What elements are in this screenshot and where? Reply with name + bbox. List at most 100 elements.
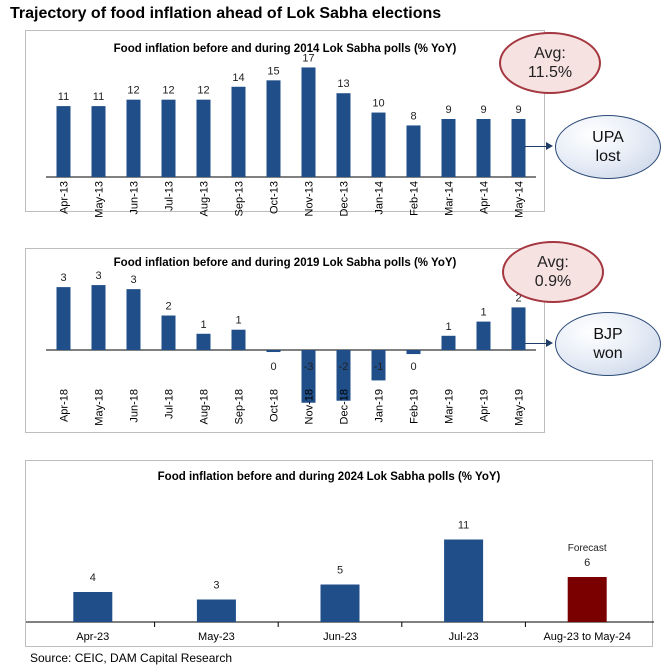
chart-title-2019: Food inflation before and during 2019 Lo… [113,257,457,269]
tick-label-Sep-13: Sep-13 [234,181,246,216]
bar-Oct-18 [266,350,281,353]
main-title: Trajectory of food inflation ahead of Lo… [10,5,442,22]
data-label-Apr-14: 9 [480,104,486,116]
bar-Mar-14 [441,119,456,177]
data-label-Aug-13: 12 [197,85,209,97]
tick-label-Dec-13: Dec-13 [339,181,351,216]
tick-label-Apr-14: Apr-14 [479,181,491,214]
bar-Sep-13 [231,86,246,177]
data-label-May-13: 11 [93,91,104,103]
tick-label-Jun-18: Jun-18 [129,389,141,423]
avg-value-2019: 0.9% [534,273,572,290]
chart-panel-2014: Food inflation before and during 2014 Lo… [25,30,545,218]
bar-Oct-13 [266,80,281,177]
data-label-Jun-23: 5 [337,565,343,577]
avg-label-2019: Avg: [537,253,569,271]
tick-label-Feb-19: Feb-19 [409,389,421,424]
tick-label-May-13: May-13 [94,181,106,218]
tick-label-Apr-18: Apr-18 [59,389,71,422]
data-label-Sep-13: 14 [232,72,244,84]
chart-title-2014: Food inflation before and during 2014 Lo… [113,43,457,55]
tick-label-Mar-14: Mar-14 [444,181,456,216]
bar-Jul-13 [161,99,176,177]
bar-May-18 [91,285,106,350]
bar-Jul-18 [161,315,176,350]
tick-label-Jan-19: Jan-19 [374,389,386,423]
chart-panel-2019: Food inflation before and during 2019 Lo… [25,248,545,433]
arrow-line-2014 [525,146,547,147]
tick-label-Apr-19: Apr-19 [479,389,491,422]
tick-label-Aug-18: Aug-18 [199,389,211,424]
tick-label-May-23: May-23 [198,631,235,643]
source-note: Source: CEIC, DAM Capital Research [30,651,233,665]
tick-label-Nov-13: Nov-13 [304,181,316,216]
bar-Feb-14 [406,125,421,177]
bar-Aug-13 [196,99,211,177]
data-label-May-14: 9 [515,104,521,116]
data-label-May-18: 3 [95,270,101,282]
bar-May-23 [196,599,236,622]
data-label-Dec-13: 13 [337,78,349,90]
bar-Jul-23 [444,539,484,622]
tick-label-Aug-23 to May-24: Aug-23 to May-24 [543,631,630,643]
bar-May-14 [511,119,526,177]
data-label-Oct-18: 0 [270,361,276,373]
outcome-callout-2019: BJP won [555,312,661,376]
outcome-callout-2014: UPA lost [555,115,661,179]
tick-label-May-14: May-14 [514,181,526,218]
data-label-Apr-18: 3 [60,272,66,284]
data-label-Mar-14: 9 [445,104,451,116]
tick-label-Apr-13: Apr-13 [59,181,71,214]
data-label-Jun-13: 12 [127,85,139,97]
data-label-May-19: 2 [515,292,521,304]
data-label-Oct-13: 15 [267,65,279,77]
data-label-Apr-13: 11 [58,91,69,103]
bar-Jun-13 [126,99,141,177]
tick-label-Nov-18: Nov-18 [304,389,316,424]
bar-Dec-13 [336,93,351,177]
bar-Apr-18 [56,287,71,350]
outcome-line2-2014: lost [595,148,621,165]
bar-Dec-18 [336,350,351,401]
avg-callout-2019: Avg: 0.9% [502,241,604,303]
bar-Jan-14 [371,112,386,177]
avg-callout-2014: Avg: 11.5% [499,32,601,94]
arrow-line-2019 [525,343,547,344]
tick-label-Mar-19: Mar-19 [444,389,456,424]
tick-label-Oct-13: Oct-13 [269,181,281,214]
forecast-label: Forecast [568,543,607,554]
chart-panel-2024: Food inflation before and during 2024 Lo… [25,460,654,647]
bar-Apr-14 [476,119,491,177]
bar-Nov-13 [301,67,316,177]
outcome-line2-2019: won [593,345,623,362]
tick-label-Oct-18: Oct-18 [269,389,281,422]
bar-Jun-18 [126,289,141,350]
data-label-Sep-18: 1 [235,315,241,327]
data-label-Jan-19: -1 [374,361,384,373]
tick-label-Jan-14: Jan-14 [374,181,386,215]
tick-label-Feb-14: Feb-14 [409,181,421,216]
data-label-Nov-18: -3 [304,361,314,373]
tick-label-Aug-13: Aug-13 [199,181,211,216]
tick-label-Dec-18: Dec-18 [339,389,351,424]
bar-Apr-13 [56,106,71,177]
bar-Sep-18 [231,329,246,350]
bar-Feb-19 [406,350,421,355]
avg-label-2014: Avg: [534,44,566,62]
data-label-Aug-18: 1 [200,319,206,331]
data-label-Dec-18: -2 [339,361,349,373]
tick-label-Jun-13: Jun-13 [129,181,141,215]
data-label-Apr-23: 4 [90,572,96,584]
arrow-head-2019 [546,339,553,347]
tick-label-Apr-23: Apr-23 [76,631,109,643]
data-label-Feb-14: 8 [410,110,416,122]
data-label-Jul-18: 2 [165,301,171,313]
avg-value-2014: 11.5% [527,64,573,81]
bar-Nov-18 [301,350,316,403]
bar-Aug-18 [196,333,211,350]
bar-Apr-23 [73,592,113,622]
bar-chart-2024: 4 Apr-23 3 May-23 5 Jun-23 11 Jul-23 6 Forecast Au… [26,520,654,643]
bar-chart-2019: 3 Apr-18 3 May-18 3 Jun-18 2 Jul-18 1 Aug-18 1 Sep-… [46,270,536,426]
data-label-Nov-13: 17 [302,52,314,64]
tick-label-Jul-18: Jul-18 [164,389,176,419]
